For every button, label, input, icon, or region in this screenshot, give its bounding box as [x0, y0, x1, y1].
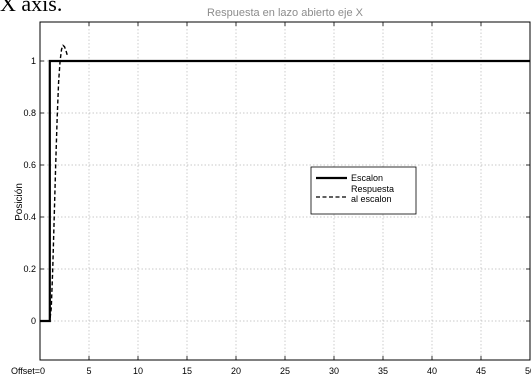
series-line-respuesta — [40, 44, 69, 322]
y-tick-label: 1 — [31, 56, 36, 66]
axis-ticks: Offset=0 5 10 15 20 25 30 35 40 45 50 0 0.2 0.4 0.6 0.8… — [11, 22, 531, 376]
grid-lines — [40, 22, 530, 360]
legend-label: Escalon — [351, 173, 383, 183]
y-axis-label: Posición — [14, 183, 25, 221]
y-tick-label: 0.4 — [23, 212, 36, 222]
x-tick-label: 50 — [525, 366, 531, 376]
y-tick-label: 0.8 — [23, 108, 36, 118]
x-tick-label: 45 — [476, 366, 486, 376]
x-tick-label: 25 — [280, 366, 290, 376]
legend-box — [310, 166, 417, 215]
x-tick-label: 20 — [231, 366, 241, 376]
y-tick-label: 0.6 — [23, 160, 36, 170]
series-line-escalon — [40, 59, 530, 323]
legend-label: Respuesta al escalon — [351, 184, 394, 204]
x-tick-label: Offset=0 — [11, 366, 45, 376]
x-tick-label: 30 — [329, 366, 339, 376]
x-tick-label: 40 — [427, 366, 437, 376]
x-tick-label: 10 — [133, 366, 143, 376]
caption-fragment: X axis. — [0, 0, 63, 16]
x-tick-label: 5 — [86, 366, 91, 376]
x-tick-label: 35 — [378, 366, 388, 376]
x-tick-label: 15 — [182, 366, 192, 376]
y-tick-label: 0 — [31, 316, 36, 326]
chart-title: Respuesta en lazo abierto eje X — [207, 7, 364, 19]
series-lines — [40, 44, 530, 323]
y-tick-label: 0.2 — [23, 264, 36, 274]
